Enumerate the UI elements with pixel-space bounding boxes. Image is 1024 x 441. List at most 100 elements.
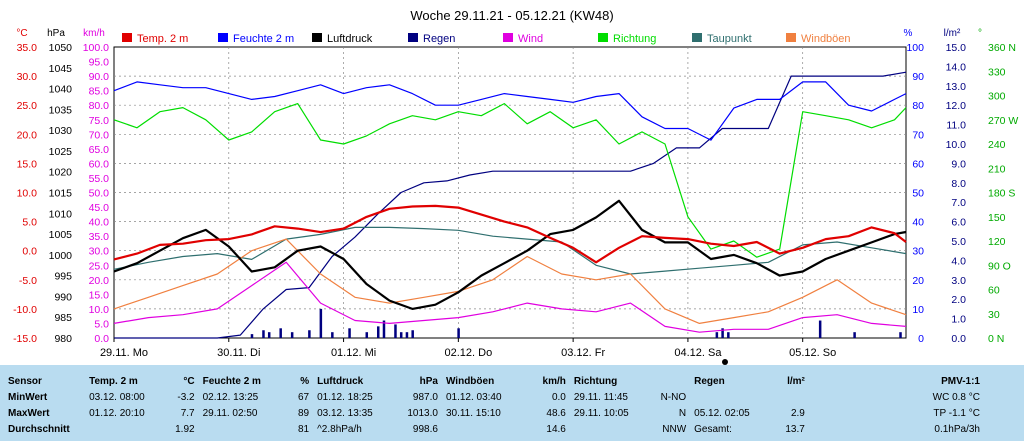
- axis-tick-label: 330: [988, 66, 1006, 78]
- header-temp: Temp. 2 m: [89, 376, 138, 387]
- rain-interval-bar: [457, 328, 460, 338]
- stats-row-max: MaxWert 01.12. 20:10 7.7 29.11. 02:50 89…: [0, 406, 1024, 422]
- axis-tick-label: 90 O: [988, 260, 1011, 272]
- axis-tick-label: 240: [988, 139, 1006, 151]
- axis-tick-label: 1035: [49, 104, 73, 116]
- x-axis-label: 02.12. Do: [444, 347, 492, 359]
- axis-tick-label: 90.0: [89, 71, 110, 83]
- legend-label: Richtung: [613, 33, 656, 45]
- legend-swatch: [503, 33, 513, 42]
- rain-interval-bar: [853, 332, 856, 338]
- axis-tick-label: 180 S: [988, 188, 1015, 200]
- legend-label: Temp. 2 m: [137, 33, 188, 45]
- header-direction: Richtung: [573, 376, 618, 387]
- gusts-value: 48.6: [546, 408, 566, 419]
- x-axis-label: 03.12. Fr: [561, 347, 605, 359]
- rain-interval-bar: [399, 332, 403, 338]
- legend-label: Taupunkt: [707, 33, 752, 45]
- direction-value: N-NO: [660, 392, 687, 403]
- x-axis-label: 01.12. Mi: [331, 347, 376, 359]
- axis-tick-label: 1005: [49, 229, 73, 241]
- rain-value: 2.9: [790, 408, 805, 419]
- series-line-richtung: [113, 103, 907, 258]
- axis-tick-label: 270 W: [988, 115, 1018, 127]
- pressure-trend: ^2.8hPa/h: [317, 424, 362, 435]
- axis-tick-label: 100: [906, 42, 924, 54]
- pressure-value: 998.6: [412, 424, 438, 435]
- axis-tick-label: 0.0: [94, 333, 109, 345]
- humidity-time: 02.12. 13:25: [202, 392, 259, 403]
- legend-label: Windböen: [801, 33, 851, 45]
- rain-interval-bar: [279, 328, 282, 338]
- rain-value: [752, 390, 805, 406]
- axis-tick-label: 12.0: [946, 100, 967, 112]
- temp-value: -3.2: [177, 392, 195, 403]
- rain-interval-bar: [721, 328, 724, 338]
- legend-swatch: [408, 33, 418, 42]
- axis-tick-label: 60: [912, 158, 924, 170]
- header-pressure-unit: hPa: [419, 376, 438, 387]
- gusts-time: 01.12. 03:40: [445, 392, 502, 403]
- axis-tick-label: 995: [54, 271, 72, 283]
- axis-tick-label: 0: [918, 333, 924, 345]
- pmv-value: WC 0.8 °C: [932, 392, 980, 403]
- axis-tick-label: 60: [988, 285, 1000, 297]
- header-direction-blank: [639, 374, 686, 390]
- axis-tick-label: 5.0: [22, 217, 37, 229]
- temp-time: 03.12. 08:00: [89, 392, 145, 403]
- temp-value: 1.92: [175, 424, 195, 435]
- pressure-time: 01.12. 18:25: [317, 392, 373, 403]
- series-line-windb-en: [113, 238, 907, 324]
- axis-tick-label: 1.0: [951, 314, 966, 326]
- axis-tick-label: 15.0: [17, 158, 38, 170]
- rain-total-value: 13.7: [785, 424, 805, 435]
- rain-interval-bar: [267, 332, 271, 338]
- direction-time: [566, 422, 639, 438]
- rain-interval-bar: [899, 332, 902, 338]
- axis-tick-label: 15.0: [946, 42, 967, 54]
- axis-tick-label: 1000: [49, 250, 73, 262]
- axis-tick-label: 90: [912, 71, 924, 83]
- pmv-value: 0.1hPa/3h: [934, 424, 980, 435]
- rain-interval-bar: [308, 330, 311, 338]
- axis-tick-label: 210: [988, 163, 1006, 175]
- axis-tick-label: 1020: [49, 167, 73, 179]
- now-marker: [722, 359, 728, 365]
- chart-title: Woche 29.11.21 - 05.12.21 (KW48): [410, 8, 613, 23]
- humidity-time: 29.11. 02:50: [202, 408, 258, 419]
- humidity-value: 81: [297, 424, 310, 435]
- rain-interval-bar: [262, 330, 265, 338]
- rain-interval-bar: [411, 330, 414, 338]
- direction-value: N: [678, 408, 687, 419]
- humidity-value: 67: [297, 392, 310, 403]
- rain-interval-bar: [818, 320, 822, 338]
- axis-tick-label: 120: [988, 236, 1006, 248]
- header-pressure: Luftdruck: [317, 376, 364, 387]
- gusts-time: 30.11. 15:10: [445, 408, 501, 419]
- axis-tick-label: 80.0: [89, 100, 110, 112]
- axis-tick-label: 4.0: [951, 255, 966, 267]
- axis-tick-label: 65.0: [89, 144, 110, 156]
- axis-tick-label: 0.0: [22, 246, 37, 258]
- axis-tick-label: 10.0: [946, 139, 967, 151]
- rain-interval-bar: [382, 320, 386, 338]
- chart-series: [113, 71, 907, 339]
- axis-tick-label: 70: [912, 129, 924, 141]
- axis-tick-label: 35.0: [89, 231, 110, 243]
- rain-interval-bar: [250, 334, 254, 338]
- header-humidity-unit: %: [300, 376, 310, 387]
- axis-tick-label: 1030: [49, 125, 73, 137]
- statistics-table: Sensor Temp. 2 m °C Feuchte 2 m % Luftdr…: [0, 365, 1024, 441]
- axis-tick-label: 11.0: [946, 120, 966, 132]
- axis-tick-label: 1050: [49, 42, 73, 54]
- axis-tick-label: 990: [54, 291, 72, 303]
- axis-tick-label: -5.0: [19, 275, 37, 287]
- axis-tick-label: 13.0: [946, 81, 967, 93]
- axis-tick-label: 20.0: [89, 275, 110, 287]
- axis-unit: °: [978, 28, 982, 39]
- row-label: Durchschnitt: [8, 424, 70, 435]
- axis-tick-label: 300: [988, 91, 1006, 103]
- header-gusts: Windböen: [445, 376, 495, 387]
- rain-total-label: Gesamt:: [694, 424, 732, 435]
- rain-interval-bar: [394, 324, 397, 338]
